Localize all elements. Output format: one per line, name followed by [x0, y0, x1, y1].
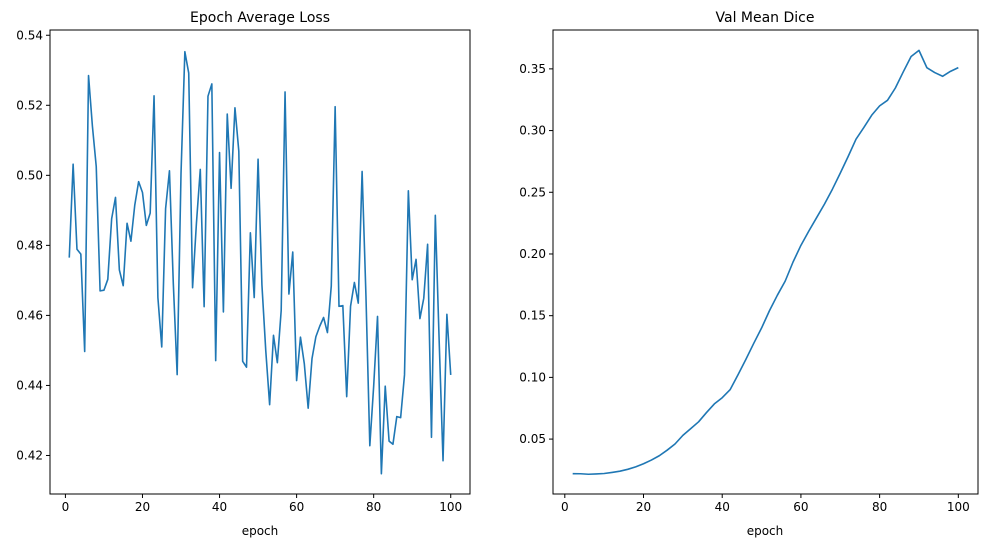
y-ticks: 0.42 0.44 0.46 0.48 0.50 0.52 0.54 [16, 28, 50, 462]
y-tick-label: 0.15 [519, 309, 546, 323]
x-tick-label: 60 [793, 500, 808, 514]
x-axis-label: epoch [747, 524, 784, 538]
x-tick-label: 80 [872, 500, 887, 514]
x-tick-label: 60 [289, 500, 304, 514]
chart-title: Epoch Average Loss [190, 10, 330, 26]
x-tick-label: 80 [366, 500, 381, 514]
plot-area [552, 29, 979, 495]
y-tick-label: 0.52 [16, 98, 43, 112]
x-tick-label: 0 [62, 500, 70, 514]
y-tick-label: 0.20 [519, 247, 546, 261]
y-tick-label: 0.42 [16, 448, 43, 462]
x-ticks: 0 20 40 60 80 100 [561, 494, 970, 514]
y-ticks: 0.05 0.10 0.15 0.20 0.25 0.30 0.35 [519, 62, 553, 446]
dice-chart: Val Mean Dice epoch 0 20 40 60 80 100 0.05 0.1… [519, 10, 979, 538]
loss-chart: Epoch Average Loss epoch 0 20 40 60 80 100 0.… [16, 10, 471, 538]
x-tick-label: 40 [715, 500, 730, 514]
y-tick-label: 0.50 [16, 168, 43, 182]
y-tick-label: 0.35 [519, 62, 546, 76]
y-tick-label: 0.46 [16, 308, 43, 322]
y-tick-label: 0.54 [16, 28, 43, 42]
x-axis-label: epoch [242, 524, 279, 538]
y-tick-label: 0.48 [16, 238, 43, 252]
x-tick-label: 20 [636, 500, 651, 514]
x-tick-label: 100 [947, 500, 970, 514]
x-tick-label: 100 [439, 500, 462, 514]
x-tick-label: 40 [212, 500, 227, 514]
x-tick-label: 20 [135, 500, 150, 514]
y-tick-label: 0.10 [519, 370, 546, 384]
y-tick-label: 0.05 [519, 432, 546, 446]
y-tick-label: 0.25 [519, 185, 546, 199]
x-tick-label: 0 [561, 500, 569, 514]
y-tick-label: 0.30 [519, 124, 546, 138]
x-ticks: 0 20 40 60 80 100 [62, 494, 462, 514]
chart-title: Val Mean Dice [716, 10, 815, 26]
loss-series-line [68, 50, 452, 475]
y-tick-label: 0.44 [16, 378, 43, 392]
dice-series-line [572, 49, 959, 476]
